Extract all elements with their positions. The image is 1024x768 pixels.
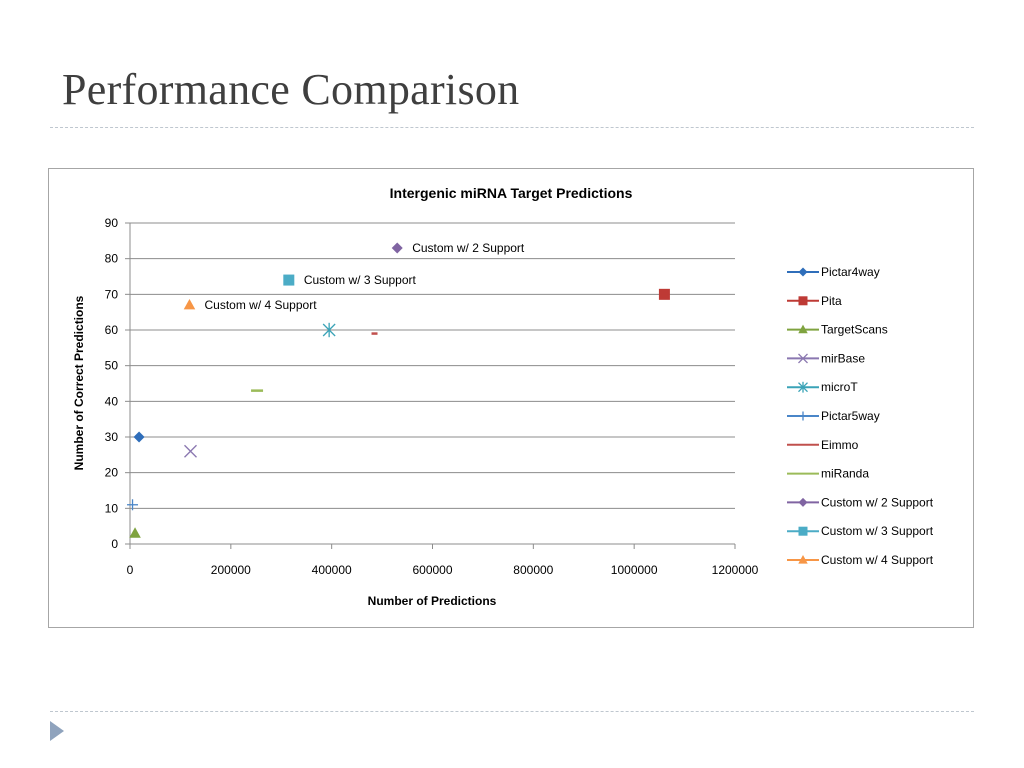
gridlines (130, 222, 735, 509)
x-tick-label: 1200000 (712, 563, 759, 577)
y-tick-label: 50 (105, 359, 119, 373)
legend-label: Custom w/ 3 Support (821, 524, 934, 538)
legend-label: mirBase (821, 351, 865, 365)
data-point (127, 499, 139, 511)
x-tick-label: 1000000 (611, 563, 658, 577)
legend-label: Pictar4way (821, 265, 880, 279)
legend-label: Eimmo (821, 438, 859, 452)
data-point-shape (183, 298, 196, 310)
scatter-chart: Intergenic miRNA Target Predictions Numb… (72, 185, 934, 608)
chart-title: Intergenic miRNA Target Predictions (390, 185, 633, 201)
legend-marker (798, 555, 808, 564)
data-points: Custom w/ 2 Support Custom w/ 3 Support Cu… (127, 241, 670, 538)
data-label: Custom w/ 4 Support (204, 298, 317, 312)
x-tick-label: 600000 (412, 563, 452, 577)
data-point-shape (658, 288, 670, 300)
legend-marker (798, 497, 808, 507)
data-point (129, 527, 141, 538)
slide-title: Performance Comparison (62, 65, 520, 114)
y-tick-label: 80 (105, 252, 119, 266)
legend-marker (798, 296, 808, 306)
legend-marker (798, 353, 808, 364)
x-tick-label: 200000 (211, 563, 251, 577)
next-slide-arrow-icon[interactable] (50, 721, 64, 741)
data-point (184, 444, 197, 458)
y-tick-label: 70 (105, 287, 119, 301)
legend-label: Custom w/ 2 Support (821, 495, 934, 509)
legend-marker (798, 267, 808, 277)
data-label: Custom w/ 3 Support (304, 273, 417, 287)
legend-marker-shape (798, 324, 808, 334)
legend-marker-shape (798, 296, 808, 306)
data-point (322, 322, 336, 338)
x-tick-label: 0 (127, 563, 134, 577)
legend-marker-shape (798, 267, 808, 277)
data-point (391, 242, 403, 254)
data-point (183, 298, 196, 310)
data-point-shape (283, 274, 295, 286)
legend-label: TargetScans (821, 323, 888, 337)
legend-marker-shape (798, 497, 808, 507)
title-divider (50, 127, 974, 128)
data-point-shape (129, 527, 141, 538)
chart-container: Intergenic miRNA Target Predictions Numb… (48, 168, 974, 628)
legend-label: miRanda (821, 467, 869, 481)
data-label: Custom w/ 2 Support (412, 241, 525, 255)
data-point-shape (391, 242, 403, 254)
y-tick-label: 40 (105, 394, 119, 408)
footer-divider (50, 711, 974, 712)
y-tick-label: 60 (105, 323, 119, 337)
data-point-stroke-b (184, 444, 197, 458)
legend-label: Pita (821, 294, 842, 308)
legend-marker (798, 526, 808, 536)
y-tick-label: 30 (105, 430, 119, 444)
y-axis-label: Number of Correct Predictions (72, 295, 86, 470)
legend-label: Custom w/ 4 Support (821, 553, 934, 567)
tick-labels: 0 10 20 30 40 50 60 70 80 90 0 200000 400000 600000 80… (105, 216, 759, 577)
axes (125, 222, 736, 549)
data-point (658, 288, 670, 300)
legend-marker (798, 411, 808, 421)
legend-marker-shape (798, 526, 808, 536)
x-tick-label: 800000 (513, 563, 553, 577)
y-tick-label: 10 (105, 501, 119, 515)
y-tick-label: 20 (105, 466, 119, 480)
legend: Pictar4way Pita TargetScans mirBase microT Pi… (787, 265, 934, 567)
legend-label: Pictar5way (821, 409, 880, 423)
legend-label: microT (821, 380, 858, 394)
legend-marker (798, 324, 808, 334)
y-tick-label: 0 (111, 537, 118, 551)
legend-marker-stroke-b (798, 353, 808, 364)
x-axis-label: Number of Predictions (368, 594, 497, 608)
y-tick-label: 90 (105, 216, 119, 230)
legend-marker-shape (798, 555, 808, 564)
legend-marker (798, 381, 808, 393)
data-point (283, 274, 295, 286)
data-point-shape (133, 431, 145, 443)
x-tick-label: 400000 (312, 563, 352, 577)
data-point (133, 431, 145, 443)
